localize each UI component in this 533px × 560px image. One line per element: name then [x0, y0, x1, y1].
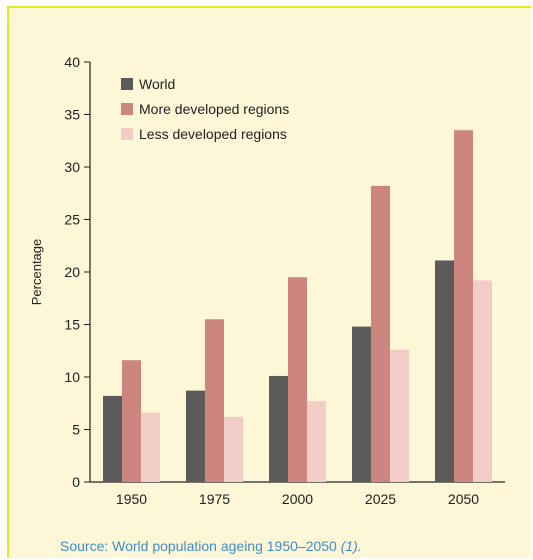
bar-less-developed-regions-2050	[473, 280, 492, 482]
y-tick-label: 30	[64, 159, 80, 175]
source-text: Source: World population ageing 1950–205…	[60, 538, 341, 554]
legend-swatch	[121, 78, 133, 90]
y-tick-label: 35	[64, 107, 80, 123]
bar-less-developed-regions-2025	[390, 349, 409, 482]
legend-label: Less developed regions	[139, 126, 287, 142]
x-tick-label: 1975	[199, 491, 230, 507]
bars	[103, 130, 492, 482]
y-tick-label: 0	[72, 474, 80, 490]
bar-more-developed-regions-1975	[205, 319, 224, 482]
legend-swatch	[121, 103, 133, 115]
bar-world-2050	[435, 260, 454, 482]
legend: World More developed regions Less develope…	[121, 76, 289, 142]
bar-world-2000	[269, 375, 288, 482]
x-tick-label: 2050	[448, 491, 479, 507]
bar-less-developed-regions-1975	[224, 416, 243, 482]
bar-world-1950	[103, 395, 122, 482]
bar-more-developed-regions-2000	[288, 277, 307, 482]
y-tick-label: 10	[64, 369, 80, 385]
y-tick-label: 40	[64, 54, 80, 70]
bar-more-developed-regions-2025	[371, 185, 390, 482]
x-tick-label: 2000	[282, 491, 313, 507]
y-axis-label: Percentage	[29, 239, 44, 306]
x-tick-label: 2025	[365, 491, 396, 507]
legend-label: World	[139, 76, 175, 92]
y-tick-label: 25	[64, 212, 80, 228]
bar-world-1975	[186, 390, 205, 482]
source-caption: Source: World population ageing 1950–205…	[60, 538, 362, 554]
legend-swatch	[121, 128, 133, 140]
bar-more-developed-regions-2050	[454, 130, 473, 482]
bar-less-developed-regions-1950	[141, 412, 160, 482]
bar-less-developed-regions-2000	[307, 401, 326, 482]
x-tick-label: 1950	[116, 491, 147, 507]
bar-world-2025	[352, 326, 371, 482]
source-reference: (1).	[340, 538, 362, 554]
y-tick-label: 20	[64, 264, 80, 280]
y-tick-label: 5	[72, 422, 80, 438]
bar-more-developed-regions-1950	[122, 360, 141, 482]
y-tick-label: 15	[64, 317, 80, 333]
legend-label: More developed regions	[139, 101, 289, 117]
